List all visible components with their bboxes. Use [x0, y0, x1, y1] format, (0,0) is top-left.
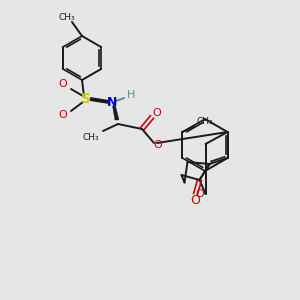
Text: O: O — [190, 194, 200, 206]
Text: H: H — [127, 90, 135, 100]
Text: O: O — [195, 189, 204, 199]
Text: CH₃: CH₃ — [196, 116, 213, 125]
Text: CH₃: CH₃ — [83, 133, 99, 142]
Text: O: O — [58, 79, 68, 89]
Text: O: O — [154, 140, 162, 150]
Polygon shape — [112, 106, 119, 120]
Text: S: S — [81, 92, 91, 106]
Text: O: O — [58, 110, 68, 120]
Text: O: O — [153, 108, 161, 118]
Text: N: N — [107, 95, 117, 109]
Text: CH₃: CH₃ — [59, 13, 75, 22]
